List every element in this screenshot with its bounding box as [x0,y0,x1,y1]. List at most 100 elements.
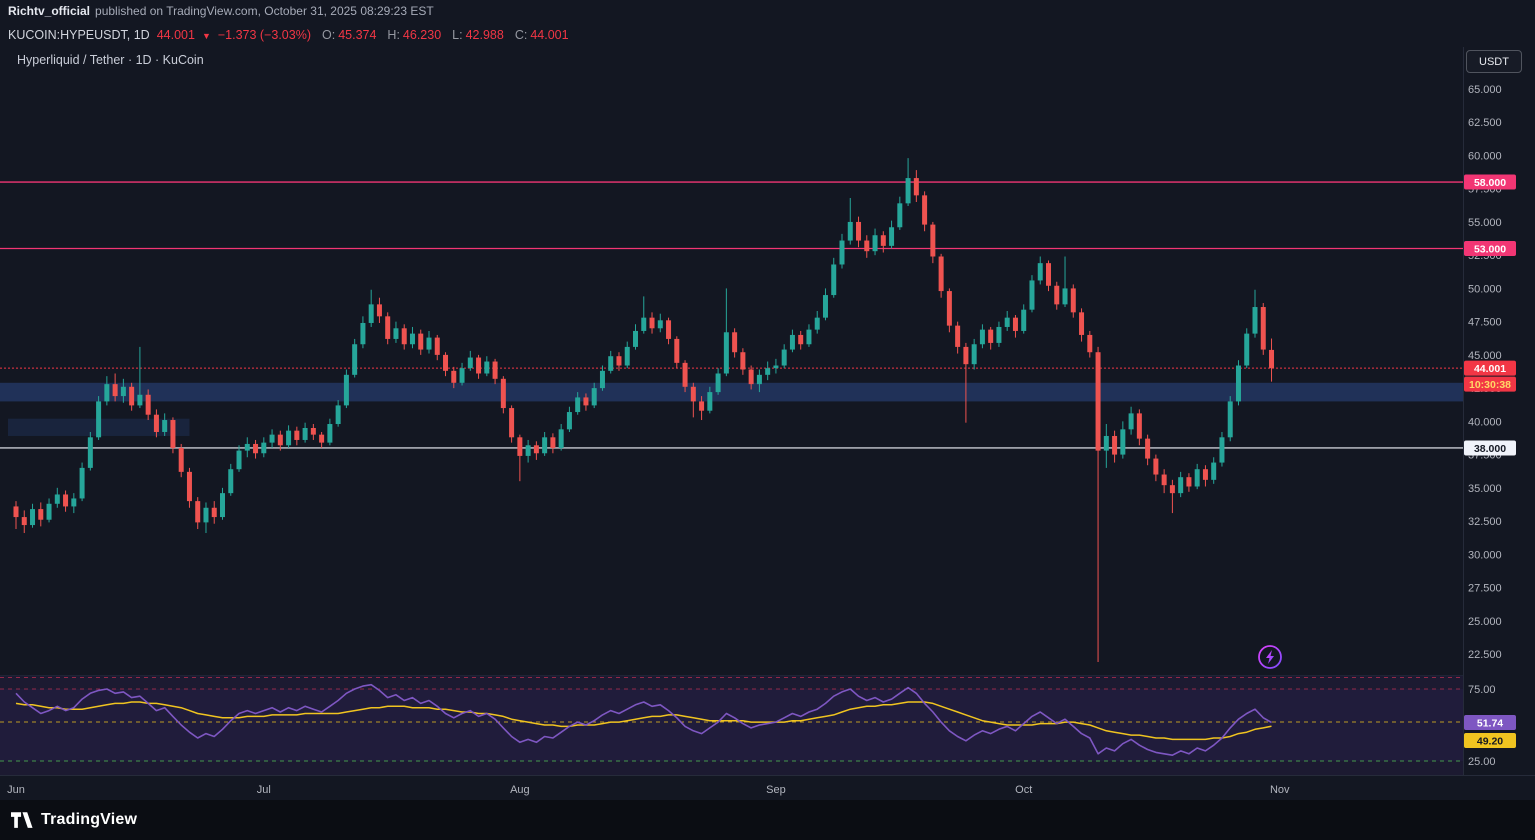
candle [277,434,283,446]
price-change: −1.373 (−3.03%) [217,27,311,42]
candle [641,317,647,331]
candle [1161,474,1167,486]
candle [1252,307,1258,334]
svg-text:32.500: 32.500 [1468,516,1502,528]
candle [1046,263,1051,286]
candle [517,437,523,456]
candle [1062,288,1068,305]
candle [220,493,225,518]
candle [897,203,903,228]
candle [1227,401,1233,438]
candle [756,374,762,385]
candle [822,295,828,318]
highlight-zone-band [0,382,1463,402]
candle [302,428,308,440]
candle [525,445,531,456]
candle [1087,334,1093,353]
candle [938,256,944,292]
svg-text:27.500: 27.500 [1468,583,1502,595]
candle [666,320,672,339]
candle [335,405,341,425]
candle [253,443,259,454]
candle [616,356,622,366]
close-value: C: 44.001 [514,27,569,42]
svg-text:75.00: 75.00 [1468,684,1496,696]
candle [286,430,292,446]
rsi-line [15,683,1272,757]
candle [1186,477,1192,487]
candle [261,442,267,454]
svg-text:35.000: 35.000 [1468,483,1502,495]
candle [467,357,473,369]
candle [319,434,325,443]
candle [690,386,696,402]
currency-toggle-button[interactable]: USDT [1466,50,1522,73]
candle [913,178,919,196]
candle [550,437,556,448]
tradingview-wordmark[interactable]: TradingView [41,811,138,828]
candle [1178,477,1184,494]
bar-countdown-badge: 10:30:38 [1464,376,1516,392]
candle [195,501,201,523]
candle [814,317,820,330]
candle [740,352,746,370]
rsi-value-badge: 51.74 [1464,714,1516,730]
svg-text:60.000: 60.000 [1468,150,1502,162]
low-value: L: 42.988 [452,27,504,42]
rsi-ma-line [15,701,1272,741]
candle [575,397,581,413]
svg-text:Jul: Jul [257,784,271,796]
candle [781,349,787,366]
candle [831,264,837,296]
candle [112,384,118,397]
candle [500,378,506,409]
author-name: Richtv_official [8,4,91,18]
candle [732,332,738,353]
tradingview-logo-icon[interactable] [11,811,33,829]
candle [129,386,135,406]
candle [715,373,721,393]
candle [459,368,465,383]
symbol-info-bar: KUCOIN:HYPEUSDT, 1D 44.001 ▼ −1.373 (−3.… [0,22,1535,47]
candle [1219,437,1225,463]
candle [145,394,151,415]
candle [385,316,391,339]
time-axis[interactable]: Jun Jul Aug Sep Oct Nov [7,784,1290,796]
svg-text:25.00: 25.00 [1468,756,1496,768]
svg-text:38.000: 38.000 [1474,443,1506,455]
boost-lightning-icon[interactable] [1258,645,1282,669]
candle [54,494,60,504]
candle [137,394,143,406]
candle [1054,285,1060,305]
svg-text:53.000: 53.000 [1474,244,1506,256]
candle [186,471,192,502]
svg-text:10:30:38: 10:30:38 [1469,379,1511,391]
svg-text:Aug: Aug [510,784,530,796]
candle [1103,435,1109,451]
candle [376,304,382,317]
candle [996,326,1002,343]
candle [269,434,275,443]
candle [955,325,961,347]
candle [1145,438,1151,459]
candles-series [13,158,1275,662]
candle [748,369,754,385]
candle [30,509,36,526]
candle [1202,469,1208,480]
candle [1211,462,1217,480]
candle [393,328,399,339]
candle [360,322,366,345]
candle [905,178,911,204]
candle [682,362,688,387]
symbol-name: KUCOIN:HYPEUSDT, 1D [8,27,150,42]
candle [1260,307,1266,350]
candle [633,330,638,347]
candle [71,498,77,507]
svg-text:65.000: 65.000 [1468,84,1502,96]
candle [63,494,69,507]
candle [87,437,93,468]
candle [1070,288,1076,313]
svg-text:44.001: 44.001 [1474,363,1506,375]
candle [294,430,300,440]
